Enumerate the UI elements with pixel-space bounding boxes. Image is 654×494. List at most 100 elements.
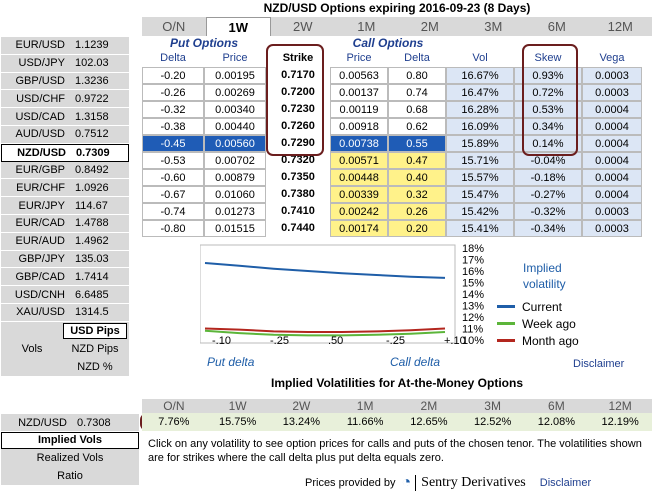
call-price-cell: 0.00119 — [330, 101, 388, 118]
call-delta-cell: 0.40 — [388, 169, 446, 186]
provider-name: Sentry Derivatives — [415, 475, 526, 491]
tab-1w[interactable]: 1W — [205, 17, 271, 36]
atm-vol-value[interactable]: 7.76% — [158, 416, 190, 428]
atm-tab-3m[interactable]: 3M — [484, 399, 501, 413]
rate-row[interactable]: XAU/USD 1314.5 — [1, 303, 129, 322]
rate-value: 1.1239 — [75, 39, 109, 52]
rate-value: 1.4788 — [75, 217, 109, 230]
legend-label: Month ago — [522, 333, 579, 348]
option-row[interactable]: -0.45 0.00560 0.7290 0.00738 0.55 15.89% 0.14%… — [142, 135, 652, 152]
option-row[interactable]: -0.20 0.00195 0.7170 0.00563 0.80 16.67% 0.93%… — [142, 67, 652, 84]
implied-vols-button[interactable]: Implied Vols — [1, 432, 139, 449]
series-line-current — [204, 262, 446, 279]
tab-2m[interactable]: 2M — [420, 19, 439, 34]
atm-rate: 0.7308 — [77, 416, 111, 429]
put-price-cell: 0.00340 — [204, 101, 266, 118]
atm-vol-value[interactable]: 12.19% — [601, 416, 639, 428]
rate-row[interactable]: USD/CNH 6.6485 — [1, 286, 129, 304]
atm-vol-value[interactable]: 15.75% — [218, 416, 257, 428]
option-row[interactable]: -0.74 0.01273 0.7410 0.00242 0.26 15.42% -0.32… — [142, 203, 652, 220]
rate-row[interactable]: USD/JPY 102.03 — [1, 54, 129, 73]
col-call-price: Price — [346, 52, 372, 64]
atm-vol-value[interactable]: 12.65% — [410, 416, 448, 428]
y-tick-label: 14% — [462, 289, 484, 301]
call-price-cell: 0.00571 — [330, 152, 388, 169]
atm-vol-value[interactable]: 12.08% — [537, 416, 576, 428]
atm-vol-value[interactable]: 11.66% — [346, 416, 384, 428]
atm-tab-1m[interactable]: 1M — [356, 399, 374, 413]
vol-cell: 15.47% — [446, 186, 514, 203]
col-vega: Vega — [599, 52, 625, 64]
strike-cell: 0.7290 — [281, 137, 315, 149]
rate-row[interactable]: EUR/USD 1.1239 — [1, 37, 129, 55]
vega-cell: 0.0004 — [582, 186, 642, 203]
rate-row[interactable]: USD/CAD 1.3158 — [1, 108, 129, 126]
vol-cell: 16.67% — [446, 67, 514, 84]
atm-tab-on[interactable]: O/N — [163, 399, 185, 413]
rate-row[interactable]: USD/CHF 0.9722 — [1, 90, 129, 109]
rate-pair: GBP/USD — [15, 74, 65, 87]
option-row[interactable]: -0.26 0.00269 0.7200 0.00137 0.74 16.47% 0.72%… — [142, 84, 652, 101]
rate-row[interactable]: GBP/USD 1.3236 — [1, 72, 129, 91]
atm-tab-2w[interactable]: 2W — [292, 399, 311, 413]
x-tick-label: -.25 — [386, 335, 405, 347]
realized-vols-option[interactable]: Realized Vols — [1, 449, 139, 467]
rate-pair: GBP/CAD — [15, 270, 65, 283]
rate-row[interactable]: AUD/USD 0.7512 — [1, 125, 129, 144]
atm-tab-6m[interactable]: 6M — [548, 399, 565, 413]
call-price-cell: 0.00339 — [330, 186, 388, 203]
nzd-pips-option[interactable]: NZD Pips — [71, 342, 119, 355]
option-row[interactable]: -0.67 0.01060 0.7380 0.00339 0.32 15.47% -0.27… — [142, 186, 652, 203]
tab-12m[interactable]: 12M — [607, 19, 633, 34]
rate-value: 1.4962 — [75, 235, 109, 248]
chart-disclaimer-link[interactable]: Disclaimer — [573, 358, 625, 370]
y-tick-label: 11% — [462, 324, 483, 336]
rate-row[interactable]: EUR/CHF 1.0926 — [1, 179, 129, 198]
x-axis-ticks: -.10 -.25 .50 -.25 +.10 — [212, 335, 466, 347]
rate-value: 6.6485 — [75, 288, 109, 301]
option-row[interactable]: -0.32 0.00340 0.7230 0.00119 0.68 16.28% 0.53%… — [142, 101, 652, 118]
atm-vol-value[interactable]: 12.52% — [473, 416, 512, 428]
strike-cell: 0.7410 — [281, 205, 315, 217]
rate-row[interactable]: GBP/CAD 1.7414 — [1, 268, 129, 287]
option-row[interactable]: -0.60 0.00879 0.7350 0.00448 0.40 15.57% -0.18… — [142, 169, 652, 186]
rate-pair: EUR/CHF — [16, 181, 65, 194]
footer-disclaimer-link[interactable]: Disclaimer — [539, 477, 592, 489]
put-delta-cell: -0.26 — [142, 84, 204, 101]
call-price-cell: 0.00174 — [330, 220, 388, 237]
col-skew: Skew — [534, 52, 562, 64]
call-delta-cell: 0.68 — [388, 101, 446, 118]
tab-2w[interactable]: 2W — [293, 19, 313, 34]
option-row[interactable]: -0.80 0.01515 0.7440 0.00174 0.20 15.41% -0.34… — [142, 220, 652, 237]
pct-unit-row: NZD % — [1, 357, 129, 376]
call-delta-cell: 0.62 — [388, 118, 446, 135]
chart-lines — [204, 262, 446, 337]
tab-on[interactable]: O/N — [162, 19, 186, 34]
option-row[interactable]: -0.38 0.00440 0.7260 0.00918 0.62 16.09% 0.34%… — [142, 118, 652, 135]
rate-row[interactable]: NZD/USD 0.7309 — [1, 143, 129, 162]
tab-1m[interactable]: 1M — [357, 19, 376, 34]
skew-cell: -0.18% — [514, 169, 582, 186]
rate-row[interactable]: GBP/JPY 135.03 — [1, 250, 129, 269]
atm-note: Click on any volatility to see option pr… — [148, 438, 642, 464]
atm-tab-2m[interactable]: 2M — [420, 399, 438, 413]
rate-row[interactable]: EUR/CAD 1.4788 — [1, 214, 129, 233]
rate-row[interactable]: EUR/GBP 0.8492 — [1, 161, 129, 180]
option-row[interactable]: -0.53 0.00702 0.7320 0.00571 0.47 15.71% -0.04… — [142, 152, 652, 169]
rate-value: 1.7414 — [75, 270, 109, 283]
atm-tab-12m[interactable]: 12M — [608, 399, 632, 413]
vol-cell: 16.47% — [446, 84, 514, 101]
tab-3m[interactable]: 3M — [484, 19, 503, 34]
rate-row[interactable]: EUR/JPY 114.67 — [1, 197, 129, 215]
column-headers: Delta Price Strike Price Delta Vol Skew … — [142, 50, 652, 67]
rate-value: 0.9722 — [75, 92, 109, 105]
strike-cell: 0.7200 — [281, 86, 315, 98]
ratio-option[interactable]: Ratio — [1, 467, 139, 485]
rate-row[interactable]: EUR/AUD 1.4962 — [1, 232, 129, 251]
sentry-logo-icon: ◔ — [401, 474, 412, 491]
usd-pips-button[interactable]: USD Pips — [63, 322, 127, 339]
nzd-pct-option[interactable]: NZD % — [77, 360, 113, 373]
tab-6m[interactable]: 6M — [547, 19, 566, 34]
atm-tab-1w[interactable]: 1W — [228, 399, 247, 413]
atm-vol-value[interactable]: 13.24% — [282, 416, 321, 428]
